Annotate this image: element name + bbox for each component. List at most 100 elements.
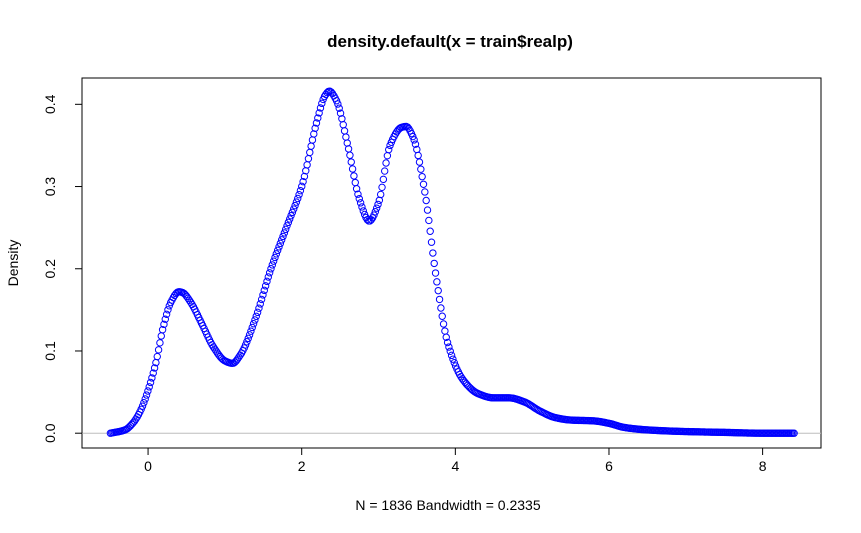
density-point: [277, 236, 286, 244]
density-points: [106, 87, 798, 437]
density-point: [294, 194, 302, 203]
density-point: [418, 172, 426, 181]
density-point: [359, 207, 367, 215]
density-point: [356, 199, 365, 207]
chart-title: density.default(x = train$realp): [327, 32, 573, 51]
density-point: [284, 218, 293, 227]
density-point: [447, 351, 456, 360]
density-point: [253, 308, 262, 317]
density-point: [164, 306, 172, 314]
density-point: [264, 273, 272, 281]
density-point: [138, 402, 147, 410]
density-point: [306, 148, 314, 157]
density-point: [308, 136, 317, 144]
x-tick-label: 8: [759, 458, 767, 474]
density-point: [304, 154, 313, 163]
density-point: [385, 145, 393, 154]
density-point: [256, 300, 264, 308]
density-point: [335, 104, 343, 112]
density-point: [314, 114, 322, 122]
x-axis-label: N = 1836 Bandwidth = 0.2335: [355, 497, 540, 513]
y-axis-label: Density: [5, 240, 21, 287]
density-point: [269, 257, 278, 265]
density-point: [381, 167, 389, 175]
y-axis: 0.0 0.1 0.2 0.3 0.4: [42, 94, 83, 443]
density-point: [160, 320, 168, 329]
density-point: [415, 158, 424, 166]
density-point: [263, 277, 271, 286]
density-point: [790, 429, 798, 437]
density-point: [427, 238, 436, 246]
density-point: [446, 347, 454, 355]
density-point: [426, 227, 434, 235]
density-point: [449, 355, 457, 363]
density-point: [378, 183, 386, 192]
density-point: [318, 99, 326, 108]
density-point: [153, 352, 161, 361]
density-point: [244, 334, 252, 343]
density-point: [442, 333, 450, 341]
y-tick-label: 0.0: [42, 423, 58, 443]
density-point: [286, 215, 294, 223]
density-point: [276, 239, 285, 248]
density-point: [140, 398, 148, 407]
density-point: [441, 327, 449, 335]
density-point: [316, 104, 325, 112]
density-point: [298, 182, 306, 191]
density-point: [142, 391, 151, 399]
density-point: [145, 383, 153, 391]
density-point: [272, 250, 281, 258]
x-axis: 0 2 4 6 8: [144, 447, 767, 474]
density-point: [443, 338, 452, 347]
density-point: [312, 119, 321, 127]
density-point: [267, 265, 275, 273]
density-point: [409, 132, 417, 141]
density-point: [439, 320, 448, 328]
density-point: [374, 200, 382, 209]
density-point: [300, 172, 309, 181]
density-point: [358, 203, 366, 211]
density-point: [382, 159, 390, 167]
density-point: [421, 188, 429, 196]
density-point: [280, 229, 289, 237]
density-point: [279, 232, 287, 241]
density-point: [259, 291, 267, 299]
density-point: [261, 282, 270, 290]
density-point: [295, 190, 303, 199]
density-point: [379, 175, 388, 184]
density-point: [156, 339, 164, 347]
density-point: [158, 326, 167, 334]
density-point: [265, 269, 274, 277]
density-point: [299, 177, 307, 186]
density-point: [332, 97, 341, 105]
density-point: [445, 343, 453, 351]
density-point: [370, 211, 378, 219]
density-point: [141, 395, 149, 403]
density-point: [243, 338, 251, 346]
x-tick-label: 2: [298, 458, 306, 474]
density-point: [419, 180, 428, 188]
density-point: [354, 190, 362, 198]
density-point: [257, 295, 266, 304]
density-point: [350, 172, 358, 180]
density-point: [334, 100, 342, 108]
density-point: [150, 364, 159, 372]
density-point: [290, 205, 298, 213]
density-point: [255, 304, 263, 312]
density-point: [450, 359, 458, 367]
density-point: [260, 286, 268, 295]
density-point: [241, 341, 250, 349]
density-point: [157, 332, 165, 340]
density-point: [283, 222, 291, 230]
density-point: [148, 374, 156, 382]
density-point: [372, 204, 381, 212]
density-point: [144, 387, 152, 395]
density-point: [348, 165, 357, 173]
x-tick-label: 4: [451, 458, 459, 474]
density-point: [422, 196, 430, 205]
plot-frame: [81, 77, 822, 449]
density-point: [268, 261, 277, 269]
density-point: [344, 145, 353, 153]
density-point: [414, 151, 422, 160]
density-point: [371, 208, 380, 216]
